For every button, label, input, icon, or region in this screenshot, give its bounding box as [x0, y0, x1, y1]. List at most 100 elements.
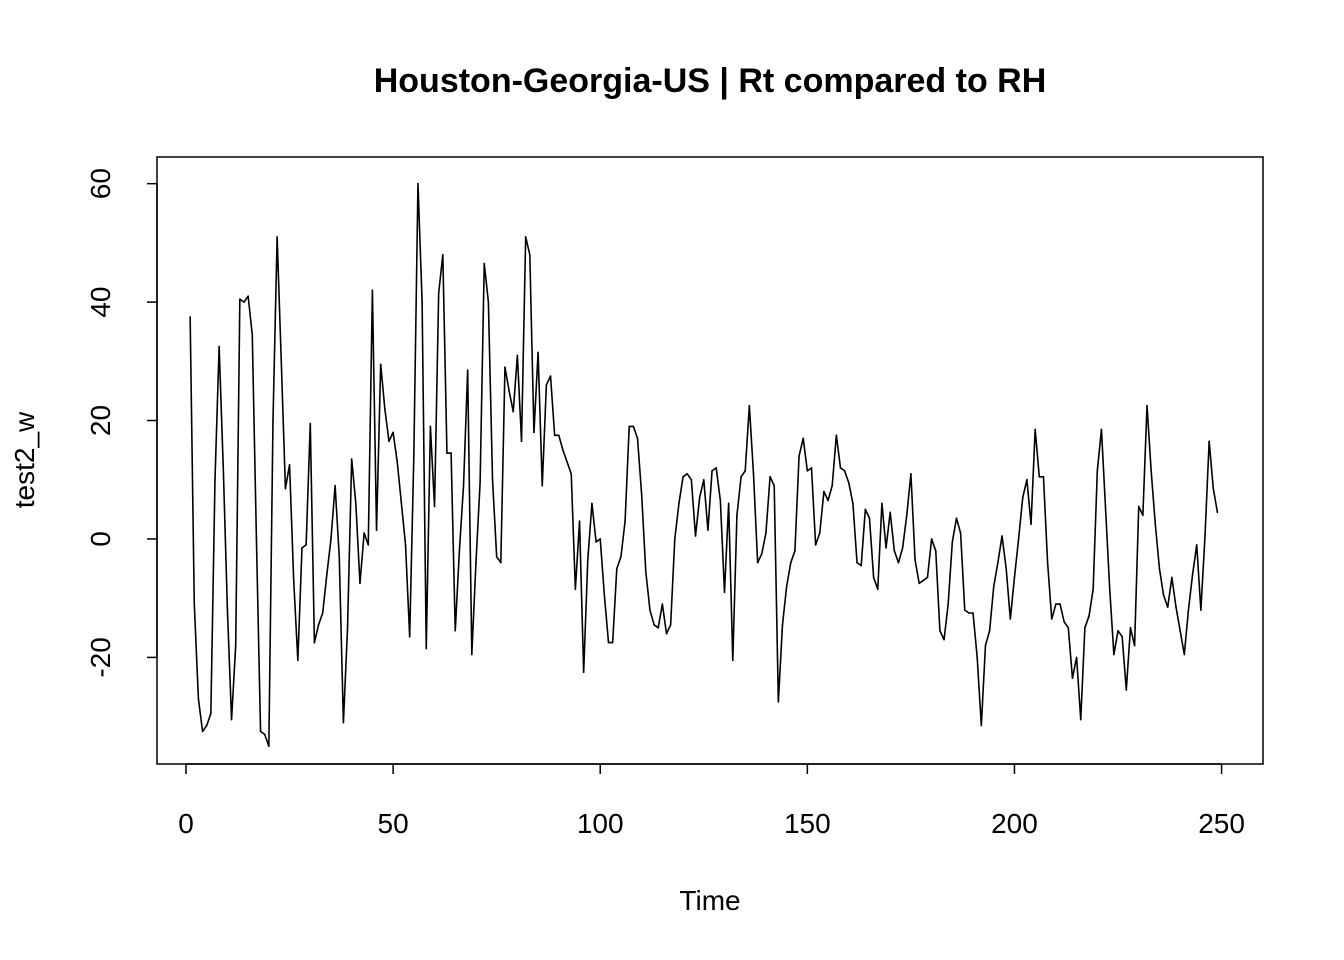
data-point — [1084, 627, 1086, 629]
x-tick-label: 100 — [577, 808, 624, 839]
data-point — [1179, 629, 1181, 632]
data-point — [272, 419, 274, 422]
data-point — [255, 538, 258, 540]
data-point — [611, 641, 614, 644]
data-point — [508, 390, 510, 392]
data-point — [744, 470, 747, 472]
data-point — [959, 532, 962, 534]
x-axis-label: Time — [679, 885, 740, 916]
data-point — [1063, 621, 1065, 623]
data-point — [321, 612, 324, 614]
data-point — [355, 502, 357, 505]
y-axis-label: test2_w — [9, 411, 40, 508]
x-tick-label: 250 — [1198, 808, 1245, 839]
data-point — [201, 730, 204, 733]
data-point — [226, 609, 229, 611]
data-point — [222, 467, 225, 469]
data-point — [980, 724, 983, 727]
data-point — [520, 440, 523, 443]
data-point — [1055, 603, 1057, 605]
data-point — [686, 473, 689, 475]
data-point — [595, 541, 597, 543]
data-point — [901, 547, 904, 549]
data-point — [553, 434, 556, 437]
data-point — [558, 434, 560, 437]
data-point — [205, 724, 208, 727]
data-point — [334, 484, 336, 487]
data-point — [992, 585, 995, 588]
data-point — [827, 499, 829, 502]
data-point — [471, 653, 473, 656]
data-point — [620, 555, 622, 558]
data-point — [1183, 653, 1186, 656]
data-point — [512, 410, 515, 413]
data-point — [591, 502, 593, 505]
data-point — [864, 508, 867, 511]
data-point — [408, 635, 411, 638]
data-point — [963, 609, 966, 611]
data-point — [437, 292, 440, 295]
data-point — [578, 520, 581, 522]
data-point — [1079, 718, 1082, 721]
data-point — [1133, 644, 1136, 647]
data-point — [773, 484, 776, 487]
series-line — [189, 182, 1219, 748]
data-point — [243, 301, 245, 303]
data-point — [280, 360, 283, 363]
data-point — [698, 496, 701, 499]
data-point — [806, 470, 809, 472]
data-point — [607, 641, 610, 644]
data-point — [458, 550, 461, 552]
data-point — [214, 478, 216, 481]
data-point — [346, 627, 349, 629]
data-point — [375, 529, 378, 531]
data-point — [533, 431, 535, 434]
data-point — [976, 656, 978, 659]
data-point — [839, 467, 842, 469]
data-point — [649, 609, 651, 611]
data-point — [794, 550, 796, 552]
data-point — [644, 570, 647, 573]
data-point — [694, 535, 697, 537]
data-point — [429, 425, 432, 428]
data-point — [479, 481, 481, 484]
data-point — [288, 464, 291, 466]
data-point — [1150, 470, 1152, 472]
data-point — [234, 644, 237, 647]
data-point — [1108, 588, 1111, 591]
data-point — [396, 461, 399, 463]
data-point — [1005, 567, 1007, 570]
data-point — [1038, 475, 1041, 478]
data-point — [669, 624, 672, 626]
data-point — [570, 473, 573, 475]
data-point — [1162, 594, 1165, 597]
data-point — [1113, 653, 1115, 656]
data-point — [529, 253, 531, 256]
data-point — [731, 659, 734, 662]
data-point — [466, 369, 469, 371]
data-point — [636, 437, 639, 440]
data-point — [997, 561, 999, 564]
x-axis: 0 50 100 150 200 250 — [178, 763, 1245, 839]
data-point — [711, 470, 713, 472]
data-point — [1187, 609, 1190, 611]
data-point — [442, 253, 444, 256]
data-point — [197, 698, 200, 700]
data-point — [524, 236, 527, 238]
data-point — [673, 538, 676, 540]
data-point — [388, 440, 390, 443]
data-point — [251, 333, 254, 336]
data-point — [934, 550, 937, 552]
data-point — [379, 363, 382, 366]
data-point — [872, 576, 875, 579]
data-point — [926, 576, 929, 579]
data-point — [930, 538, 933, 540]
data-point — [189, 316, 191, 318]
data-point — [392, 431, 394, 434]
data-point — [504, 366, 506, 369]
data-point — [1034, 428, 1036, 431]
y-tick-label: -20 — [85, 637, 116, 677]
data-point — [1208, 440, 1210, 443]
data-point — [640, 493, 643, 496]
data-point — [574, 588, 577, 591]
